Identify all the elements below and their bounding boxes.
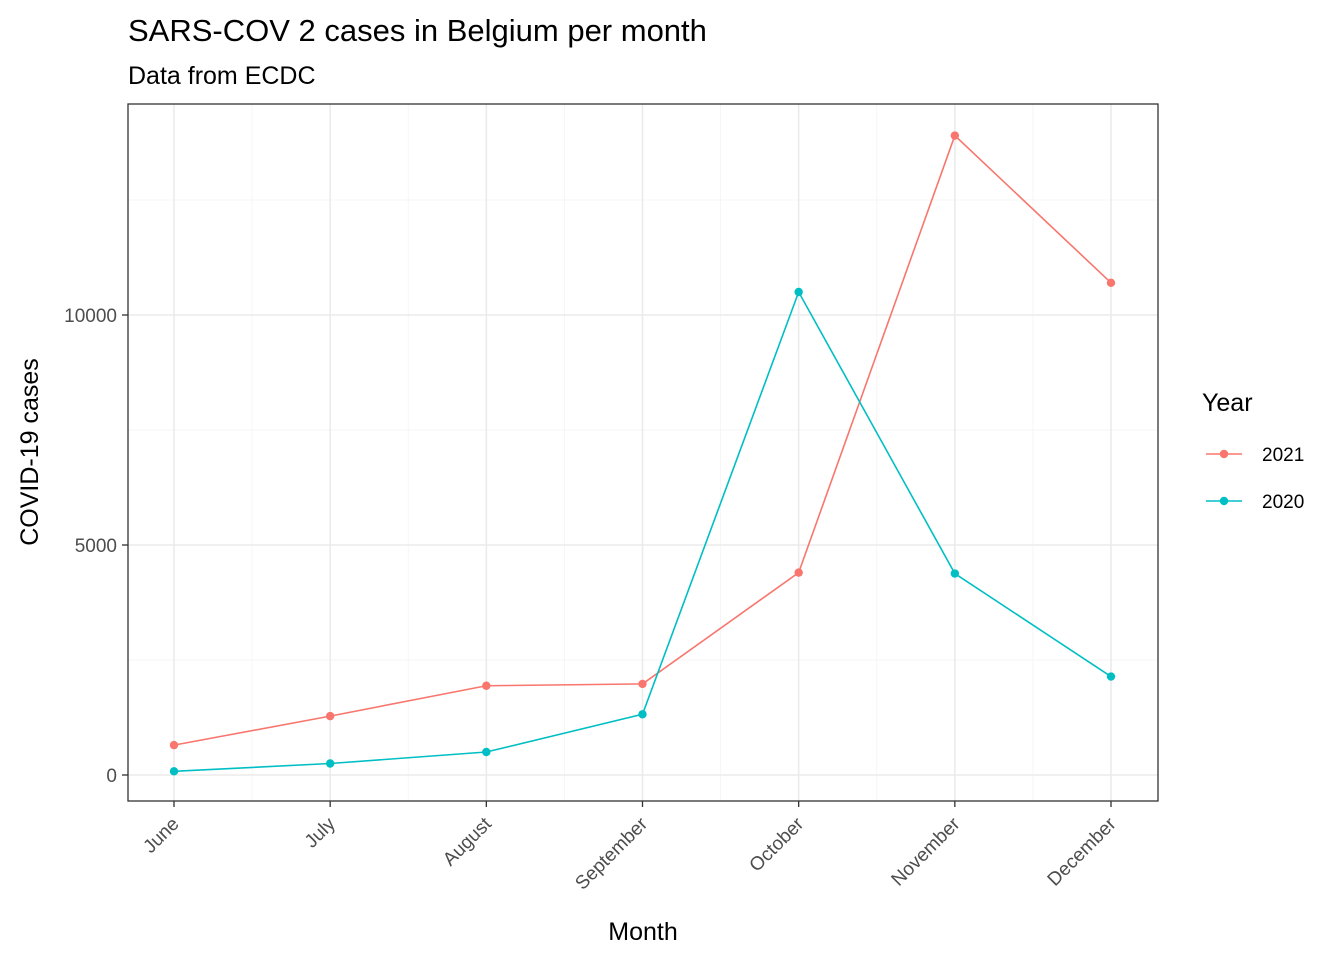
data-point-2021	[950, 131, 960, 140]
data-point-2020	[325, 759, 335, 768]
legend-key-point	[1219, 496, 1229, 506]
legend: Year 2021 2020	[1202, 389, 1304, 513]
y-axis: 0 5000 10000	[64, 306, 128, 787]
grid	[128, 104, 1158, 801]
data-point-2021	[482, 681, 491, 690]
series-2021	[169, 131, 1116, 750]
x-axis-title: Month	[608, 918, 677, 946]
x-tick-label: November	[888, 813, 965, 890]
legend-label: 2021	[1262, 445, 1304, 466]
x-tick-label: September	[571, 813, 652, 894]
y-tick-label: 5000	[75, 536, 117, 557]
data-point-2021	[794, 568, 803, 577]
x-tick-label: August	[439, 813, 496, 870]
data-point-2021	[169, 740, 179, 750]
data-point-2020	[638, 710, 647, 719]
legend-title: Year	[1202, 389, 1253, 417]
y-axis-title: COVID-19 cases	[16, 358, 44, 546]
legend-label: 2020	[1262, 492, 1304, 513]
y-tick-label: 0	[106, 766, 117, 787]
x-tick-label: October	[746, 813, 809, 876]
data-point-2020	[950, 569, 960, 578]
x-tick-label: July	[301, 813, 340, 852]
data-point-2020	[482, 747, 491, 757]
x-tick-label: December	[1044, 813, 1121, 890]
y-tick-label: 10000	[64, 306, 117, 327]
data-point-2020	[1106, 672, 1116, 681]
legend-item-2020: 2020	[1206, 492, 1304, 513]
data-point-2021	[325, 711, 335, 721]
x-tick-label: June	[140, 814, 184, 858]
chart-subtitle: Data from ECDC	[128, 62, 316, 90]
series-2020	[169, 287, 1116, 776]
data-point-2020	[794, 287, 803, 297]
data-point-2020	[169, 767, 179, 776]
data-point-2021	[638, 679, 647, 689]
data-point-2021	[1106, 278, 1116, 287]
legend-item-2021: 2021	[1206, 445, 1304, 466]
series-layer	[169, 131, 1116, 776]
chart-title: SARS-COV 2 cases in Belgium per month	[128, 13, 707, 48]
x-axis: June July August September October November De…	[140, 801, 1121, 894]
legend-key-point	[1219, 449, 1229, 459]
